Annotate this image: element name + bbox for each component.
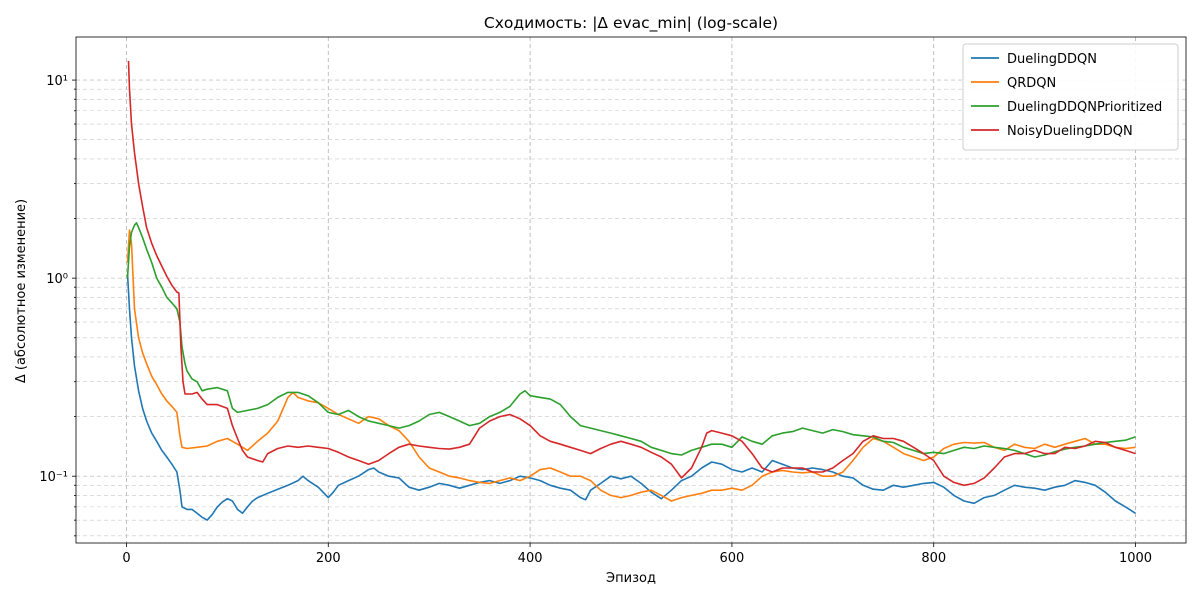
y-tick-label: 10⁰ [46, 272, 68, 287]
y-axis-label: Δ (абсолютное изменение) [14, 199, 29, 383]
legend: DuelingDDQN QRDQN DuelingDDQNPrioritized No… [962, 43, 1179, 151]
x-tick-label: 200 [316, 551, 341, 566]
axis-ticks: 0 200 400 600 800 1000 10⁻¹ 10⁰ 10¹ [39, 74, 1152, 566]
series-line-duelingddqn [126, 273, 1136, 521]
x-axis-label: Эпизод [606, 571, 656, 586]
legend-label: NoisyDuelingDDQN [1007, 124, 1133, 139]
x-tick-label: 0 [122, 551, 130, 566]
legend-label: DuelingDDQNPrioritized [1007, 100, 1162, 115]
y-tick-label: 10¹ [46, 74, 68, 89]
legend-box [962, 43, 1179, 151]
x-tick-label: 400 [518, 551, 543, 566]
x-tick-label: 1000 [1119, 551, 1152, 566]
legend-label: QRDQN [1007, 76, 1056, 91]
series-line-qrdqn [126, 229, 1136, 502]
x-tick-label: 600 [719, 551, 744, 566]
y-tick-label: 10⁻¹ [39, 470, 68, 485]
series-line-duelingddqnprioritized [126, 222, 1136, 458]
chart-title: Сходимость: |Δ evac_min| (log-scale) [484, 14, 778, 33]
legend-label: DuelingDDQN [1007, 52, 1097, 67]
x-tick-label: 800 [921, 551, 946, 566]
plot-lines [126, 60, 1136, 521]
plot-frame [75, 36, 1187, 544]
series-line-noisyduelingddqn [127, 60, 1136, 487]
